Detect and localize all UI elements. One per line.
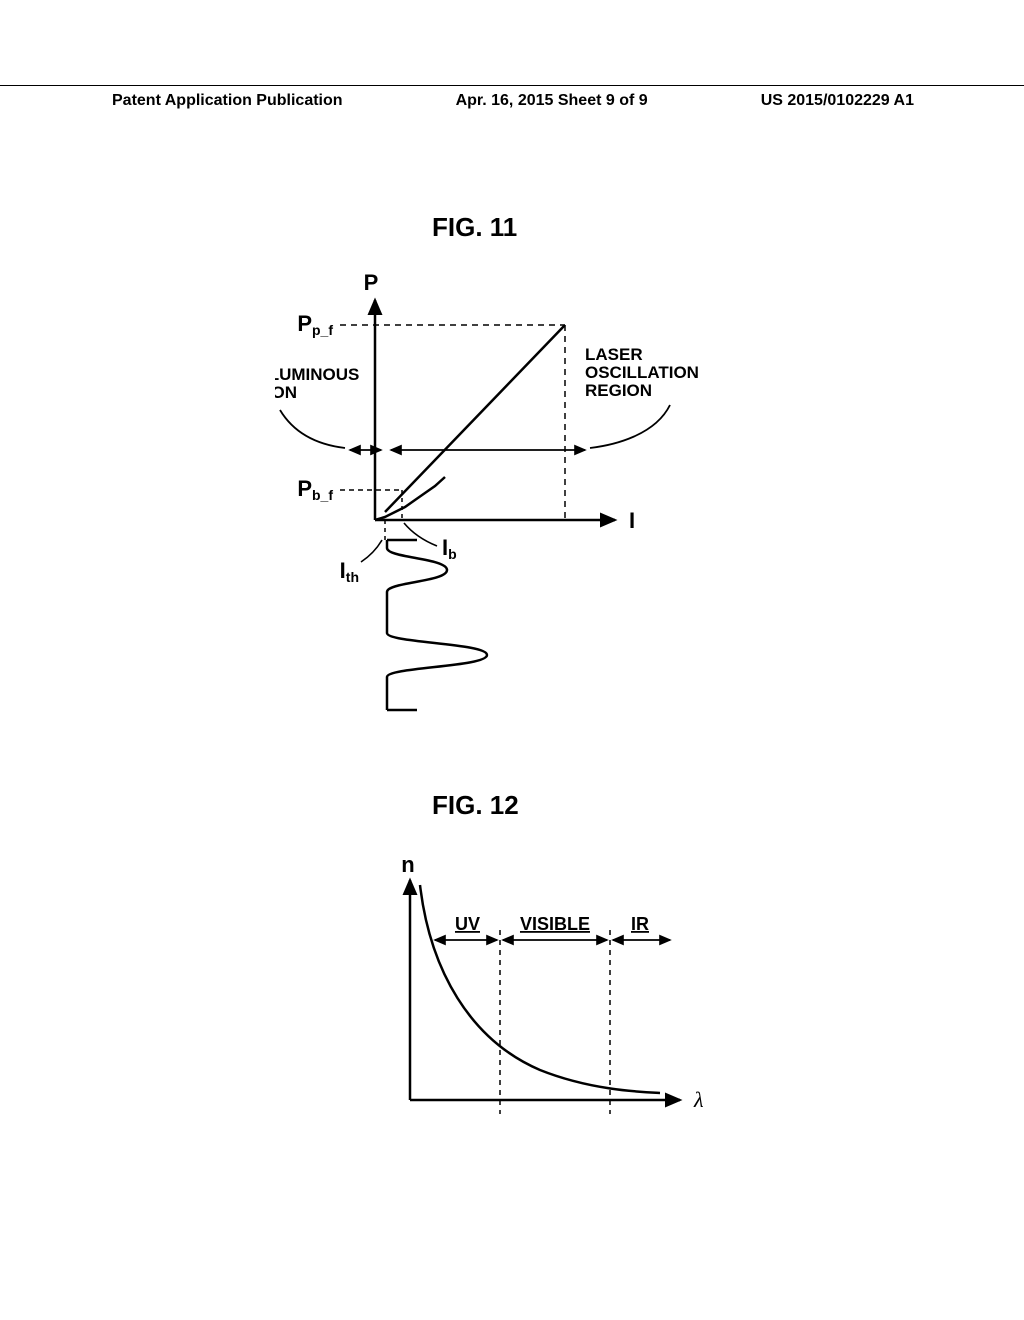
svg-text:REGION: REGION (585, 381, 652, 400)
svg-text:OSCILLATION: OSCILLATION (585, 363, 699, 382)
fig11-chart: PILED LUMINOUSREGIONLASEROSCILLATIONREGI… (275, 240, 775, 740)
svg-text:n: n (401, 852, 414, 877)
svg-text:P: P (364, 270, 379, 295)
fig12-chart: n λ UV VISIBLE IR (330, 840, 750, 1160)
header-right: US 2015/0102229 A1 (761, 92, 914, 110)
page-header: Patent Application Publication Apr. 16, … (0, 85, 1024, 110)
svg-text:Ib: Ib (442, 535, 457, 562)
svg-text:LED LUMINOUS: LED LUMINOUS (275, 365, 359, 384)
header-center: Apr. 16, 2015 Sheet 9 of 9 (456, 92, 648, 110)
svg-text:VISIBLE: VISIBLE (520, 914, 590, 934)
svg-text:I: I (629, 508, 635, 533)
svg-text:UV: UV (455, 914, 480, 934)
svg-text:Ith: Ith (340, 558, 359, 585)
fig12-title: FIG. 12 (432, 790, 519, 821)
fig11-title: FIG. 11 (432, 212, 517, 243)
svg-text:IR: IR (631, 914, 649, 934)
svg-text:LASER: LASER (585, 345, 643, 364)
header-left: Patent Application Publication (112, 92, 343, 110)
svg-text:λ: λ (693, 1087, 704, 1112)
svg-text:REGION: REGION (275, 383, 297, 402)
svg-text:Pp_f: Pp_f (297, 311, 333, 338)
svg-text:Pb_f: Pb_f (297, 476, 333, 503)
